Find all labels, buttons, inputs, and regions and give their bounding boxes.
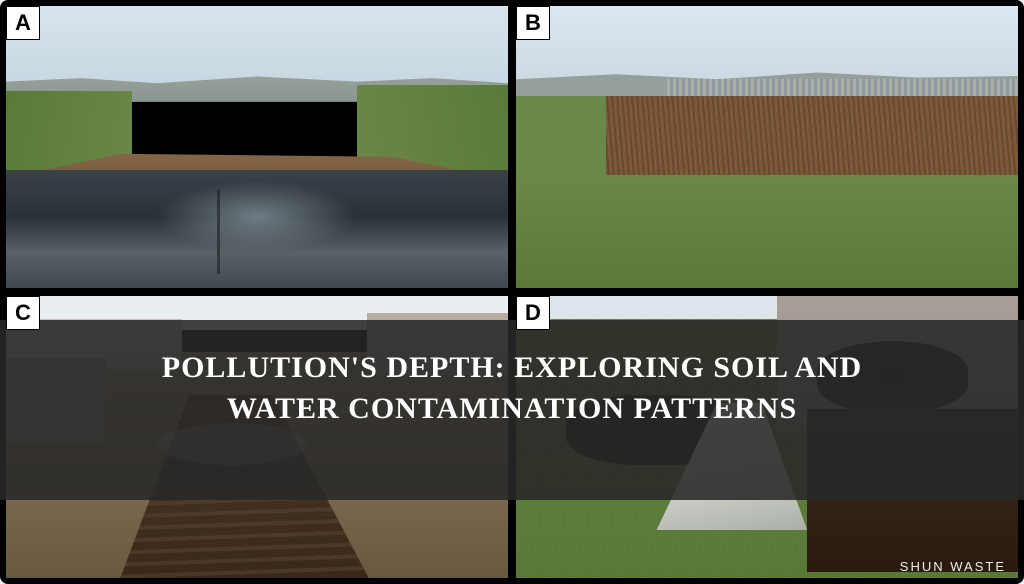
watermark: SHUN WASTE: [900, 559, 1006, 574]
title-line-2: WATER CONTAMINATION PATTERNS: [227, 392, 797, 425]
panel-a-label: A: [6, 6, 40, 40]
panel-c-label: C: [6, 296, 40, 330]
panel-b: B: [514, 4, 1020, 290]
panel-a: A: [4, 4, 510, 290]
panel-b-label: B: [516, 6, 550, 40]
panel-a-water: [6, 170, 508, 288]
title-line-1: POLLUTION'S DEPTH: EXPLORING SOIL AND: [162, 351, 862, 384]
title-overlay: POLLUTION'S DEPTH: EXPLORING SOIL AND WA…: [0, 320, 1024, 500]
panel-b-grass-foreground: [516, 175, 1018, 288]
card-root: A B C D: [0, 0, 1024, 584]
card-title: POLLUTION'S DEPTH: EXPLORING SOIL AND WA…: [40, 348, 984, 429]
panel-d-label: D: [516, 296, 550, 330]
panel-b-grass-patch: [516, 96, 606, 181]
panel-a-reflection: [217, 189, 220, 274]
